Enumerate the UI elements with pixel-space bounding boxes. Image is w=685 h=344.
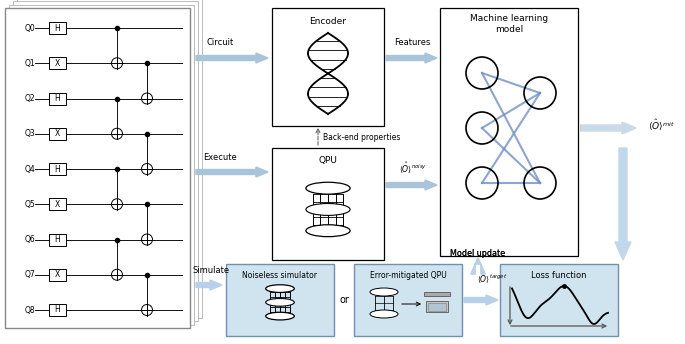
Bar [226, 264, 334, 336]
Bar [440, 8, 578, 256]
FancyArrow shape [464, 295, 498, 305]
Text: QPU: QPU [319, 155, 338, 164]
Bar [49, 304, 66, 316]
Bar [428, 303, 446, 311]
FancyArrow shape [471, 258, 485, 274]
Bar [500, 264, 618, 336]
FancyArrow shape [615, 148, 631, 260]
Text: Back-end properties: Back-end properties [323, 132, 400, 141]
Text: Q7: Q7 [25, 270, 36, 279]
Text: H: H [54, 23, 60, 32]
Text: Loss function: Loss function [532, 270, 587, 279]
Bar [49, 163, 66, 175]
Ellipse shape [306, 204, 350, 215]
Text: H: H [54, 305, 60, 314]
Bar [49, 128, 66, 140]
Text: H: H [54, 235, 60, 244]
Bar [354, 264, 462, 336]
FancyArrow shape [196, 53, 268, 63]
Text: Q4: Q4 [25, 164, 36, 173]
Text: X: X [54, 129, 60, 138]
Text: or: or [339, 295, 349, 305]
Ellipse shape [370, 288, 398, 296]
Bar [49, 198, 66, 210]
Text: $\langle\hat{O}\rangle^{target}$: $\langle\hat{O}\rangle^{target}$ [477, 271, 508, 285]
Text: Model update: Model update [451, 249, 506, 258]
Text: Error-mitigated QPU: Error-mitigated QPU [370, 270, 447, 279]
Bar [49, 93, 66, 105]
Text: Noiseless simulator: Noiseless simulator [242, 270, 318, 279]
Text: Encoder: Encoder [310, 17, 347, 25]
Text: $\langle\hat{O}\rangle^{mit}$: $\langle\hat{O}\rangle^{mit}$ [648, 118, 675, 132]
Bar [49, 234, 66, 246]
Bar [426, 301, 448, 312]
Text: $\langle\hat{O}\rangle^{noisy}$: $\langle\hat{O}\rangle^{noisy}$ [399, 160, 427, 175]
Text: Q5: Q5 [25, 200, 36, 209]
Text: X: X [54, 270, 60, 279]
Bar [49, 22, 66, 34]
FancyArrow shape [580, 122, 636, 134]
Bar [5, 8, 190, 328]
Ellipse shape [370, 310, 398, 318]
Ellipse shape [306, 225, 350, 237]
Text: Q0: Q0 [25, 23, 36, 32]
Ellipse shape [306, 182, 350, 194]
Text: Q6: Q6 [25, 235, 36, 244]
Text: Q8: Q8 [25, 305, 36, 314]
Bar [424, 292, 450, 296]
Text: H: H [54, 94, 60, 103]
Text: Machine learning
model: Machine learning model [470, 14, 548, 34]
Bar [9, 5, 194, 325]
Ellipse shape [266, 285, 295, 292]
Bar [272, 8, 384, 126]
Bar [17, 0, 202, 318]
Text: Q3: Q3 [25, 129, 36, 138]
Text: X: X [54, 59, 60, 68]
Text: Q2: Q2 [25, 94, 36, 103]
Text: Circuit: Circuit [206, 38, 234, 47]
Text: Execute: Execute [203, 153, 237, 162]
Ellipse shape [266, 299, 295, 306]
Bar [49, 269, 66, 281]
Text: Q1: Q1 [25, 59, 36, 68]
FancyArrow shape [386, 180, 437, 190]
Ellipse shape [266, 312, 295, 320]
Bar [49, 57, 66, 69]
FancyArrow shape [471, 258, 485, 274]
Text: Features: Features [394, 38, 430, 47]
Text: X: X [54, 200, 60, 209]
Bar [13, 1, 198, 321]
Bar [272, 148, 384, 260]
Text: Simulate: Simulate [192, 266, 229, 275]
FancyArrow shape [196, 167, 268, 177]
Text: Model update: Model update [451, 249, 506, 258]
FancyArrow shape [386, 53, 437, 63]
FancyArrow shape [196, 280, 222, 290]
Text: H: H [54, 164, 60, 173]
